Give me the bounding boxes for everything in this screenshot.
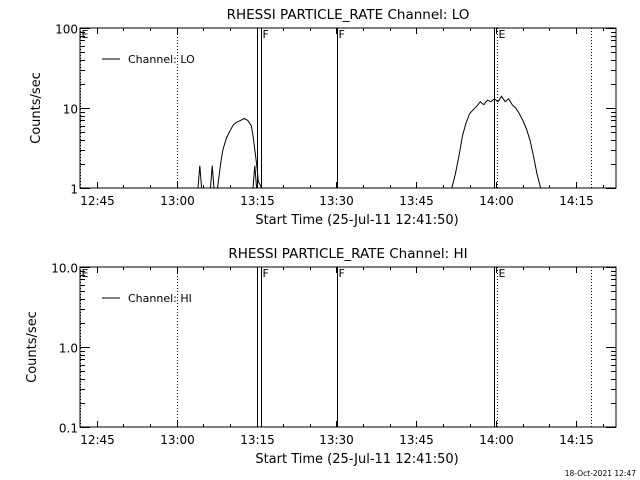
x-tick-label: 12:45	[80, 433, 115, 447]
x-tick-label: 13:00	[160, 194, 195, 208]
event-marker-label: E	[499, 267, 506, 280]
x-tick-label: 13:00	[160, 433, 195, 447]
event-marker-label: F	[339, 267, 345, 280]
event-marker-label: E	[82, 28, 89, 41]
y-tick-label: 10	[63, 103, 78, 117]
x-tick-label: 13:30	[319, 194, 354, 208]
footer-timestamp: 18-Oct-2021 12:47	[565, 469, 636, 478]
series-line	[197, 117, 263, 189]
x-axis-label: Start Time (25-Jul-11 12:41:50)	[255, 213, 458, 228]
chart-title: RHESSI PARTICLE_RATE Channel: HI	[228, 246, 467, 262]
x-tick-label: 12:45	[80, 194, 115, 208]
x-tick-label: 13:15	[240, 433, 275, 447]
x-tick-label: 13:30	[319, 433, 354, 447]
x-tick-label: 14:15	[559, 194, 594, 208]
event-marker-label: F	[263, 267, 269, 280]
series-line	[451, 95, 542, 189]
panel-1: RHESSI PARTICLE_RATE Channel: LO E F F E 12:4…	[29, 7, 617, 228]
y-tick-label: 1	[70, 183, 78, 197]
y-tick-label: 10.0	[51, 262, 78, 276]
y-axis-label: Counts/sec	[29, 72, 44, 144]
y-tick-label: 0.1	[59, 422, 78, 436]
legend-label: Channel: LO	[128, 53, 195, 66]
event-marker-label: F	[263, 28, 269, 41]
x-axis-label: Start Time (25-Jul-11 12:41:50)	[255, 452, 458, 467]
x-tick-label: 14:00	[479, 433, 514, 447]
x-tick-label: 13:15	[240, 194, 275, 208]
x-tick-label: 13:45	[399, 194, 434, 208]
series-line	[252, 165, 258, 189]
y-axis-label: Counts/sec	[25, 311, 40, 383]
event-marker-label: E	[82, 267, 89, 280]
event-marker-label: E	[499, 28, 506, 41]
plot-frame	[79, 27, 617, 189]
x-tick-label: 14:00	[479, 194, 514, 208]
y-tick-label: 100	[55, 23, 78, 37]
event-marker-label: F	[339, 28, 345, 41]
legend-label: Channel: HI	[128, 292, 192, 305]
plot-frame	[79, 266, 617, 428]
chart-title: RHESSI PARTICLE_RATE Channel: LO	[227, 7, 470, 23]
panel-2: RHESSI PARTICLE_RATE Channel: HI E F F E 12:4…	[25, 246, 617, 467]
y-tick-label: 1.0	[59, 342, 78, 356]
x-tick-label: 14:15	[559, 433, 594, 447]
x-tick-label: 13:45	[399, 433, 434, 447]
